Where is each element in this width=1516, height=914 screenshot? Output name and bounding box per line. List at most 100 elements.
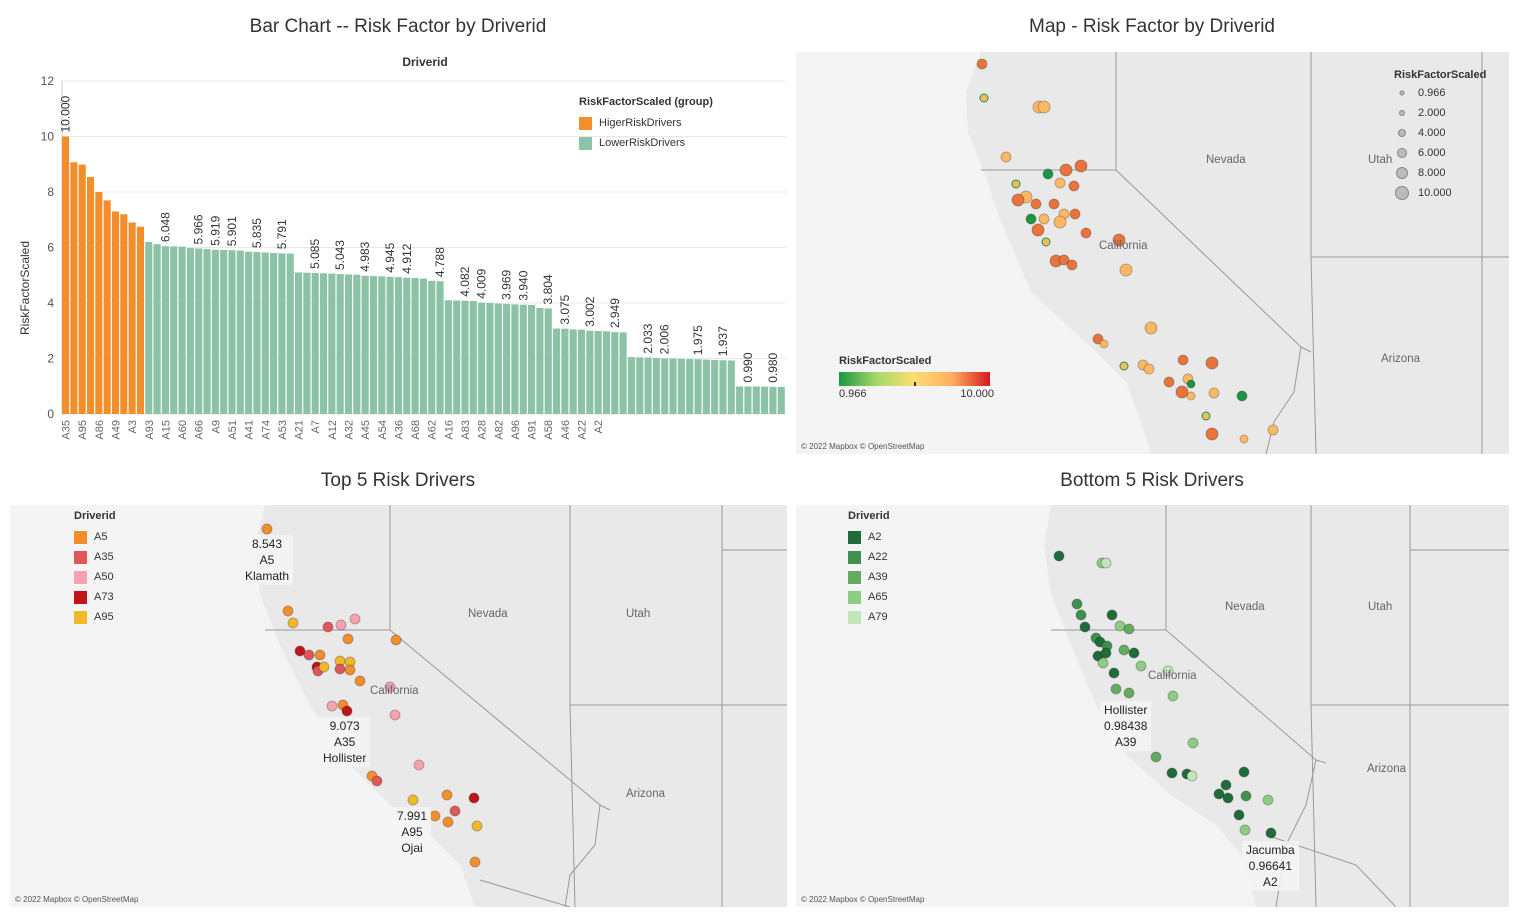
map-point[interactable]: [1080, 227, 1092, 239]
bar[interactable]: [161, 246, 169, 414]
map-point[interactable]: [1059, 163, 1073, 177]
map-point[interactable]: [390, 634, 402, 646]
bar[interactable]: [245, 251, 253, 414]
bar[interactable]: [411, 278, 419, 414]
bar[interactable]: [661, 358, 669, 414]
map-point[interactable]: [1239, 824, 1251, 836]
map-point[interactable]: [341, 705, 353, 717]
bar[interactable]: [777, 386, 785, 414]
legend-item-a39[interactable]: A39: [848, 567, 890, 587]
map-point[interactable]: [314, 649, 326, 661]
map-point[interactable]: [1240, 790, 1252, 802]
bar[interactable]: [428, 280, 436, 414]
map-point[interactable]: [1118, 644, 1130, 656]
bar[interactable]: [736, 386, 744, 414]
bar[interactable]: [752, 386, 760, 414]
legend-item-a50[interactable]: A50: [74, 567, 116, 587]
bar[interactable]: [253, 252, 261, 414]
map-point[interactable]: [1186, 391, 1196, 401]
legend-item-a95[interactable]: A95: [74, 607, 116, 627]
bar[interactable]: [436, 281, 444, 414]
bar[interactable]: [303, 272, 311, 414]
bar[interactable]: [361, 275, 369, 414]
map-point[interactable]: [384, 681, 396, 693]
map-attribution[interactable]: © 2022 Mapbox © OpenStreetMap: [15, 895, 139, 904]
bar[interactable]: [586, 330, 594, 414]
bar[interactable]: [195, 248, 203, 414]
map-point[interactable]: [335, 619, 347, 631]
map-point[interactable]: [1011, 179, 1021, 189]
map-point[interactable]: [1100, 557, 1112, 569]
map-point[interactable]: [1114, 620, 1126, 632]
map-point[interactable]: [471, 820, 483, 832]
bar[interactable]: [494, 303, 502, 414]
map-point[interactable]: [354, 675, 366, 687]
bar[interactable]: [602, 331, 611, 414]
top5-map[interactable]: Nevada Utah California Arizona Driverid …: [10, 505, 787, 907]
map-point[interactable]: [1042, 168, 1054, 180]
legend-item-a22[interactable]: A22: [848, 547, 890, 567]
legend-item-a65[interactable]: A65: [848, 587, 890, 607]
bar[interactable]: [511, 304, 519, 414]
bar[interactable]: [711, 359, 719, 414]
bar[interactable]: [186, 248, 194, 414]
bottom5-map[interactable]: Nevada Utah California Arizona Driverid …: [796, 505, 1509, 907]
bar[interactable]: [328, 273, 336, 414]
map-point[interactable]: [1092, 333, 1104, 345]
map-point[interactable]: [1236, 390, 1248, 402]
map-point[interactable]: [1066, 259, 1078, 271]
map-point[interactable]: [1265, 827, 1277, 839]
map-point[interactable]: [1106, 609, 1118, 621]
map-point[interactable]: [322, 621, 334, 633]
map-point[interactable]: [303, 649, 315, 661]
bar[interactable]: [627, 357, 636, 414]
map-point[interactable]: [261, 523, 273, 535]
bar[interactable]: [536, 307, 544, 414]
map-point[interactable]: [1239, 434, 1249, 444]
map-point[interactable]: [1071, 598, 1083, 610]
bar[interactable]: [544, 308, 552, 414]
bar[interactable]: [369, 276, 378, 414]
map-point[interactable]: [342, 633, 354, 645]
map-point[interactable]: [1150, 751, 1162, 763]
bar[interactable]: [228, 250, 236, 414]
bar[interactable]: [203, 249, 211, 414]
bar[interactable]: [270, 253, 278, 414]
map-point[interactable]: [1100, 647, 1112, 659]
map-point[interactable]: [318, 661, 330, 673]
bar[interactable]: [62, 136, 70, 415]
bar[interactable]: [453, 300, 461, 414]
bar[interactable]: [444, 300, 452, 414]
map-point[interactable]: [294, 645, 306, 657]
map-point[interactable]: [1233, 809, 1245, 821]
map-point[interactable]: [1123, 687, 1135, 699]
bar[interactable]: [103, 200, 111, 414]
bar[interactable]: [744, 386, 752, 414]
map-point[interactable]: [1201, 411, 1211, 421]
map-point[interactable]: [334, 663, 346, 675]
map-point[interactable]: [1208, 387, 1220, 399]
map-point[interactable]: [349, 613, 361, 625]
map-point[interactable]: [1031, 223, 1045, 237]
map-point[interactable]: [449, 805, 461, 817]
bar[interactable]: [652, 357, 660, 414]
map-point[interactable]: [413, 759, 425, 771]
legend-item-lower[interactable]: LowerRiskDrivers: [579, 133, 713, 153]
bar[interactable]: [261, 252, 269, 414]
bar[interactable]: [70, 162, 78, 414]
map-point[interactable]: [1110, 683, 1122, 695]
map-point[interactable]: [1162, 665, 1174, 677]
map-point[interactable]: [407, 794, 419, 806]
bar[interactable]: [611, 332, 619, 414]
map-point[interactable]: [1054, 177, 1066, 189]
map-point[interactable]: [1175, 385, 1189, 399]
bar[interactable]: [78, 164, 86, 414]
map-point[interactable]: [1205, 427, 1219, 441]
bar[interactable]: [336, 274, 344, 414]
bar[interactable]: [386, 276, 394, 414]
bar[interactable]: [594, 331, 602, 414]
map-point[interactable]: [1163, 376, 1175, 388]
map-point[interactable]: [1187, 737, 1199, 749]
bar[interactable]: [378, 276, 386, 414]
bar[interactable]: [353, 274, 361, 414]
